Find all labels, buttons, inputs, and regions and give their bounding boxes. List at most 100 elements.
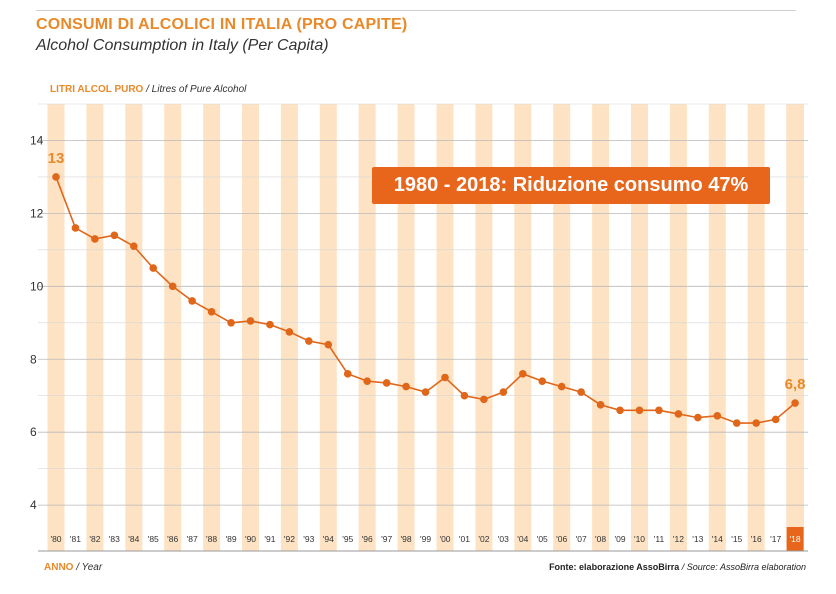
x-tick-label: '95 <box>342 534 353 544</box>
x-tick-label: '15 <box>731 534 742 544</box>
data-point <box>557 382 566 391</box>
data-point <box>324 340 333 349</box>
year-band <box>514 104 532 551</box>
data-point <box>266 320 274 329</box>
data-point <box>402 382 410 391</box>
data-point <box>343 370 352 378</box>
y-tick-label: 14 <box>30 133 44 147</box>
data-point <box>596 401 605 409</box>
source-en: / Source: AssoBirra elaboration <box>679 562 806 572</box>
year-band <box>747 104 765 551</box>
x-tick-label: '01 <box>459 534 470 544</box>
data-point <box>732 419 741 427</box>
x-tick-label: '16 <box>751 534 762 544</box>
year-band <box>631 104 648 551</box>
y-tick-label: 8 <box>30 352 37 366</box>
x-tick-label: '81 <box>70 534 81 544</box>
x-tick-label: '99 <box>420 534 431 544</box>
year-band <box>319 104 337 551</box>
data-point <box>91 235 99 243</box>
year-band <box>475 104 493 551</box>
x-tick-label: '87 <box>187 534 198 544</box>
x-tick-label: '88 <box>206 534 217 544</box>
year-band <box>125 104 143 551</box>
year-band <box>242 104 259 551</box>
data-point <box>285 328 294 336</box>
chart-subtitle: Alcohol Consumption in Italy (Per Capita… <box>36 37 329 54</box>
year-band <box>553 104 571 551</box>
x-axis-label: ANNO / Year <box>44 562 102 573</box>
x-tick-label: '08 <box>595 534 606 544</box>
data-point <box>207 308 216 316</box>
year-band <box>669 104 687 551</box>
x-tick-label: '97 <box>381 534 392 544</box>
year-band <box>86 104 104 551</box>
data-point <box>149 264 158 272</box>
x-tick-label: '91 <box>264 534 275 544</box>
x-tick-label: '13 <box>692 534 703 544</box>
x-tick-label: '83 <box>109 534 120 544</box>
data-point <box>616 406 624 415</box>
data-point <box>52 173 60 181</box>
x-tick-label: '06 <box>556 534 567 544</box>
x-tick-label: '07 <box>576 534 587 544</box>
data-point <box>713 411 722 420</box>
x-tick-label: '11 <box>654 534 665 544</box>
data-point <box>130 242 138 251</box>
x-tick-label: '12 <box>673 534 684 544</box>
data-point <box>421 388 430 396</box>
data-point <box>246 317 255 325</box>
year-band <box>436 104 454 551</box>
x-tick-label: '86 <box>167 534 178 544</box>
x-tick-label: '09 <box>615 534 626 544</box>
data-point <box>71 224 80 232</box>
y-axis-label-it: LITRI ALCOL PURO <box>50 84 144 95</box>
x-tick-label: '98 <box>401 534 412 544</box>
last-value-label: 6,8 <box>785 376 806 393</box>
data-point <box>635 406 644 415</box>
x-tick-label: '92 <box>284 534 295 544</box>
chart-title: CONSUMI DI ALCOLICI IN ITALIA (PRO CAPIT… <box>36 16 408 33</box>
x-tick-label: '02 <box>478 534 489 544</box>
year-band <box>203 104 221 551</box>
data-point <box>305 337 313 345</box>
year-band <box>47 104 65 551</box>
data-point <box>674 410 683 418</box>
x-tick-label: '93 <box>303 534 314 544</box>
x-tick-label: '85 <box>148 534 159 544</box>
x-tick-label: '94 <box>323 534 334 544</box>
data-point <box>110 231 119 240</box>
year-band <box>280 104 298 551</box>
x-tick-label: '04 <box>517 534 528 544</box>
last-year-band <box>786 104 804 551</box>
x-tick-label: '18 <box>790 534 801 544</box>
data-point <box>655 406 663 415</box>
y-axis-label-en: / Litres of Pure Alcohol <box>143 84 247 95</box>
x-tick-label: '80 <box>50 534 61 544</box>
y-tick-label: 10 <box>30 279 44 293</box>
y-axis-label: LITRI ALCOL PURO / Litres of Pure Alcoho… <box>50 84 246 95</box>
year-band <box>358 104 376 551</box>
data-point <box>694 413 702 422</box>
x-tick-label: '03 <box>498 534 509 544</box>
data-point <box>499 388 508 396</box>
data-point <box>791 399 799 407</box>
data-point <box>460 391 469 400</box>
x-tick-label: '17 <box>770 534 781 544</box>
data-point <box>752 419 760 427</box>
x-tick-label: '96 <box>362 534 373 544</box>
first-value-label: 13 <box>48 150 65 167</box>
year-band <box>708 104 726 551</box>
source-it: Fonte: elaborazione AssoBirra <box>549 562 680 572</box>
data-point <box>227 318 235 327</box>
data-point <box>363 377 372 385</box>
x-tick-label: '00 <box>439 534 450 544</box>
top-divider <box>36 10 796 11</box>
data-point <box>577 388 585 396</box>
year-band <box>397 104 415 551</box>
data-point <box>188 297 196 305</box>
year-band <box>592 104 610 551</box>
x-tick-label: '82 <box>89 534 100 544</box>
data-point <box>538 377 547 385</box>
x-axis-label-it: ANNO <box>44 562 74 573</box>
